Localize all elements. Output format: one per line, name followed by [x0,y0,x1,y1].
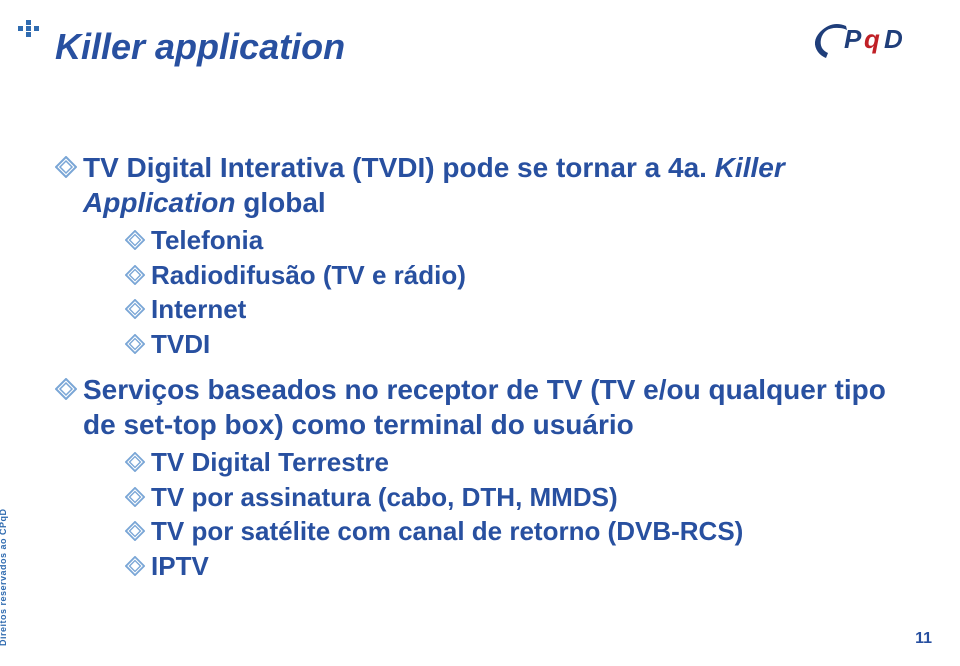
bullet-text: Radiodifusão (TV e rádio) [151,259,466,292]
bullet-lvl2: TV por assinatura (cabo, DTH, MMDS) [125,481,905,514]
bullet-text: TV Digital Terrestre [151,446,389,479]
bullet-lvl2: Internet [125,293,905,326]
footer-copyright: Direitos reservados ao CPqD [0,508,8,646]
bullet-text: TV Digital Interativa (TVDI) pode se tor… [83,150,905,220]
bullet-lvl2: Telefonia [125,224,905,257]
brand-logo: P q D [810,18,920,65]
slide-title: Killer application [55,26,345,68]
bullet-text: TVDI [151,328,210,361]
diamond-bullet-icon [125,230,145,250]
svg-text:P: P [844,24,862,54]
diamond-bullet-icon [125,556,145,576]
bullet-lvl2: Radiodifusão (TV e rádio) [125,259,905,292]
slide: Killer application P q D TV Digital Inte… [0,0,960,666]
bullet-text: TV por assinatura (cabo, DTH, MMDS) [151,481,618,514]
bullet-text: IPTV [151,550,209,583]
bullet-text: Serviços baseados no receptor de TV (TV … [83,372,905,442]
text-span: global [235,187,325,218]
bullet-text: Telefonia [151,224,263,257]
content-area: TV Digital Interativa (TVDI) pode se tor… [55,150,905,584]
diamond-bullet-icon [125,334,145,354]
diamond-bullet-icon [125,265,145,285]
bullet-lvl2: IPTV [125,550,905,583]
diamond-bullet-icon [125,487,145,507]
page-number: 11 [915,630,932,648]
bullet-lvl2: TV Digital Terrestre [125,446,905,479]
diamond-bullet-icon [55,378,77,400]
bullet-lvl1: Serviços baseados no receptor de TV (TV … [55,372,905,442]
bullet-lvl2: TVDI [125,328,905,361]
bullet-text: TV por satélite com canal de retorno (DV… [151,515,743,548]
text-span: TV Digital Interativa (TVDI) pode se tor… [83,152,715,183]
diamond-bullet-icon [125,452,145,472]
diamond-bullet-icon [125,521,145,541]
bullet-lvl2: TV por satélite com canal de retorno (DV… [125,515,905,548]
svg-text:D: D [884,24,903,54]
bullet-text: Internet [151,293,246,326]
bullet-lvl1: TV Digital Interativa (TVDI) pode se tor… [55,150,905,220]
diamond-bullet-icon [125,299,145,319]
svg-text:q: q [864,24,880,54]
corner-decoration [18,20,40,42]
diamond-bullet-icon [55,156,77,178]
